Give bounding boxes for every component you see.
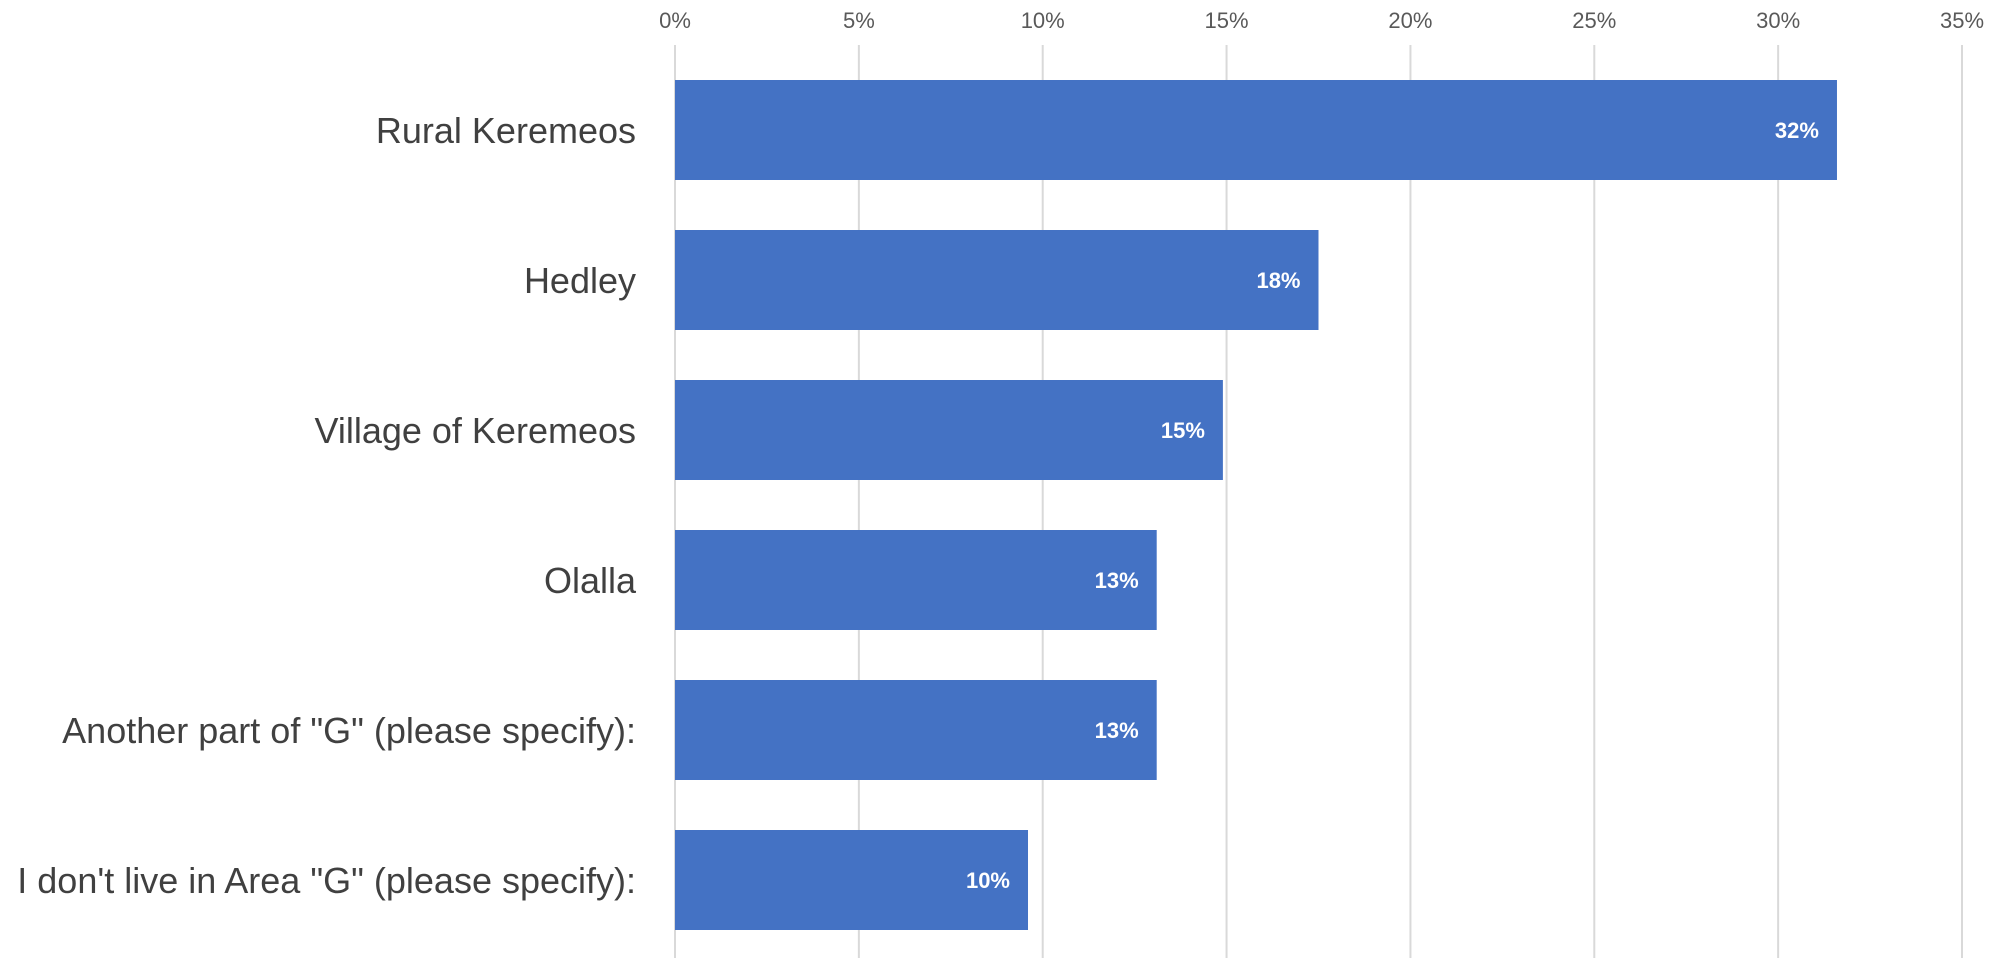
category-label: Olalla bbox=[544, 560, 637, 601]
bars bbox=[675, 80, 1837, 930]
x-tick-label: 35% bbox=[1940, 8, 1984, 33]
data-label: 13% bbox=[1095, 718, 1139, 743]
category-label: I don't live in Area "G" (please specify… bbox=[17, 860, 636, 901]
category-labels: Rural Keremeos Hedley Village of Keremeos O… bbox=[17, 110, 637, 901]
bar bbox=[675, 380, 1223, 480]
x-tick-label: 15% bbox=[1205, 8, 1249, 33]
x-tick-label: 30% bbox=[1756, 8, 1800, 33]
data-labels: 32% 18% 15% 13% 13% 10% bbox=[966, 118, 1819, 893]
x-tick-label: 0% bbox=[659, 8, 691, 33]
bar bbox=[675, 680, 1157, 780]
x-tick-label: 20% bbox=[1388, 8, 1432, 33]
category-label: Village of Keremeos bbox=[314, 410, 636, 451]
gridlines bbox=[674, 45, 1963, 958]
data-label: 32% bbox=[1775, 118, 1819, 143]
data-label: 18% bbox=[1256, 268, 1300, 293]
x-tick-label: 25% bbox=[1572, 8, 1616, 33]
x-axis-ticks: 0% 5% 10% 15% 20% 25% 30% 35% bbox=[659, 8, 1984, 33]
x-tick-label: 10% bbox=[1021, 8, 1065, 33]
category-label: Rural Keremeos bbox=[376, 110, 636, 151]
data-label: 15% bbox=[1161, 418, 1205, 443]
data-label: 13% bbox=[1095, 568, 1139, 593]
bar bbox=[675, 80, 1837, 180]
bar bbox=[675, 530, 1157, 630]
bar bbox=[675, 230, 1319, 330]
x-tick-label: 5% bbox=[843, 8, 875, 33]
bar bbox=[675, 830, 1029, 930]
category-label: Another part of "G" (please specify): bbox=[62, 710, 636, 751]
category-label: Hedley bbox=[524, 260, 636, 301]
data-label: 10% bbox=[966, 868, 1010, 893]
